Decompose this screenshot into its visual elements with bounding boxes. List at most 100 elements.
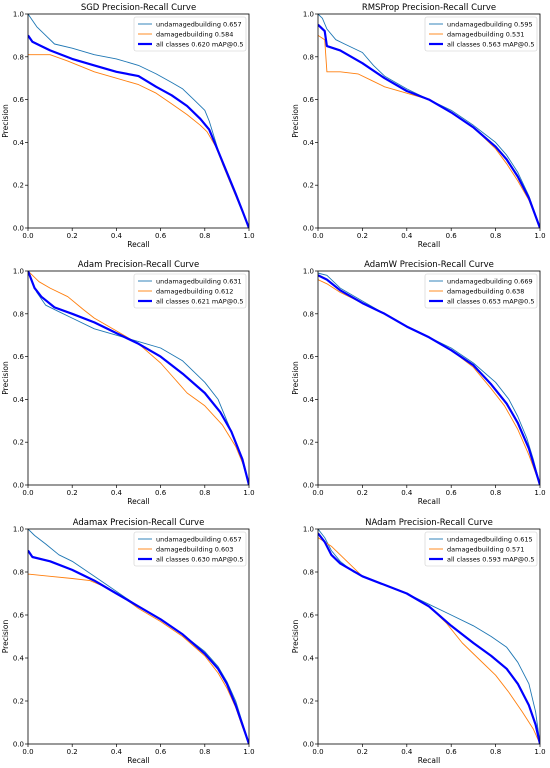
y-tick-label: 0.0: [13, 741, 24, 749]
x-tick-label: 0.4: [401, 232, 413, 240]
series-group: [318, 529, 540, 744]
x-tick-label: 0.6: [155, 748, 167, 756]
series-group: [28, 271, 249, 485]
legend-label: all classes 0.630 mAP@0.5: [156, 556, 243, 564]
y-tick-label: 0.6: [303, 612, 315, 620]
y-tick-label: 0.4: [13, 139, 25, 147]
x-tick-label: 0.2: [357, 489, 368, 497]
y-axis-label: Precision: [1, 104, 10, 138]
series-line-1: [318, 14, 540, 228]
y-tick-label: 0.4: [303, 139, 315, 147]
legend-box: [424, 16, 538, 52]
legend-label: damagedbuilding 0.584: [156, 31, 233, 39]
y-tick-label: 0.6: [13, 353, 25, 361]
x-tick-label: 1.0: [243, 232, 254, 240]
x-axis-label: Recall: [127, 497, 149, 506]
legend-label: undamagedbuilding 0.631: [156, 278, 242, 286]
x-tick-label: 0.0: [22, 489, 33, 497]
x-tick-label: 0.4: [401, 748, 413, 756]
series-line-3: [318, 23, 540, 228]
x-axis-label: Recall: [418, 240, 440, 249]
legend: undamagedbuilding 0.595 damagedbuilding 0…: [424, 16, 538, 52]
y-tick-label: 0.8: [303, 53, 314, 61]
x-tick-label: 1.0: [534, 748, 545, 756]
y-tick-label: 1.0: [303, 11, 314, 19]
series-line-1: [318, 272, 540, 485]
series-line-3: [318, 274, 540, 485]
x-tick-label: 0.8: [490, 748, 501, 756]
y-tick-label: 1.0: [13, 526, 24, 534]
legend-label: undamagedbuilding 0.657: [156, 21, 242, 29]
x-tick-label: 0.4: [111, 232, 123, 240]
plot-frame: [317, 270, 541, 486]
plot-frame: [317, 528, 541, 745]
chart-title: Adam Precision-Recall Curve: [78, 260, 199, 270]
x-tick-label: 1.0: [243, 489, 254, 497]
x-tick-label: 0.4: [111, 748, 123, 756]
y-tick-label: 0.0: [303, 482, 314, 490]
legend-label: all classes 0.563 mAP@0.5: [447, 41, 534, 49]
x-tick-label: 0.0: [312, 748, 323, 756]
y-tick-label: 0.6: [13, 612, 25, 620]
legend-label: damagedbuilding 0.603: [156, 546, 233, 554]
x-tick-label: 1.0: [243, 748, 254, 756]
series-line-3: [28, 271, 249, 485]
x-tick-label: 0.6: [446, 748, 458, 756]
x-tick-label: 1.0: [534, 489, 545, 497]
legend-label: all classes 0.621 mAP@0.5: [156, 298, 243, 306]
legend-label: damagedbuilding 0.638: [447, 288, 524, 296]
y-axis-label: Precision: [1, 620, 10, 654]
chart-panel-3: Adam Precision-Recall Curve 0.0 0.2 0.4 0.6 0…: [1, 260, 255, 506]
y-axis-label: Precision: [291, 361, 300, 395]
series-line-2: [318, 279, 540, 485]
y-tick-label: 0.6: [13, 96, 25, 104]
legend-box: [133, 531, 247, 567]
legend-label: all classes 0.620 mAP@0.5: [156, 41, 243, 49]
x-axis-label: Recall: [418, 756, 440, 765]
legend-label: all classes 0.593 mAP@0.5: [447, 556, 534, 564]
y-tick-label: 0.2: [303, 182, 314, 190]
series-line-2: [318, 537, 540, 744]
chart-title: Adamax Precision-Recall Curve: [73, 518, 205, 528]
y-tick-label: 0.0: [13, 225, 24, 233]
x-tick-label: 0.2: [357, 748, 368, 756]
chart-panel-4: AdamW Precision-Recall Curve 0.0 0.2 0.4 0.6…: [291, 260, 546, 506]
chart-title: NAdam Precision-Recall Curve: [365, 518, 493, 528]
x-tick-label: 0.8: [199, 489, 210, 497]
legend-label: undamagedbuilding 0.669: [447, 278, 533, 286]
x-tick-label: 0.8: [490, 232, 501, 240]
x-tick-label: 0.4: [401, 489, 413, 497]
chart-panel-5: Adamax Precision-Recall Curve 0.0 0.2 0.4 0.…: [1, 518, 255, 765]
y-tick-label: 0.2: [13, 182, 24, 190]
plot-frame: [27, 13, 250, 229]
y-tick-label: 1.0: [13, 11, 24, 19]
legend-label: damagedbuilding 0.531: [447, 31, 524, 39]
legend-label: damagedbuilding 0.571: [447, 546, 524, 554]
y-tick-label: 0.8: [13, 569, 24, 577]
y-tick-label: 0.2: [13, 698, 24, 706]
chart-title: AdamW Precision-Recall Curve: [364, 260, 494, 270]
y-tick-label: 1.0: [13, 268, 24, 276]
x-tick-label: 0.2: [67, 748, 78, 756]
chart-panel-6: NAdam Precision-Recall Curve 0.0 0.2 0.4 0.6…: [291, 518, 546, 765]
x-tick-label: 0.6: [155, 489, 167, 497]
legend-box: [424, 531, 538, 567]
y-tick-label: 0.8: [303, 310, 314, 318]
y-tick-label: 0.0: [303, 741, 314, 749]
y-tick-label: 0.8: [13, 53, 24, 61]
y-tick-label: 1.0: [303, 268, 314, 276]
series-group: [28, 14, 249, 228]
legend-label: all classes 0.653 mAP@0.5: [447, 298, 534, 306]
x-tick-label: 0.6: [446, 489, 458, 497]
y-tick-label: 0.0: [13, 482, 24, 490]
legend: undamagedbuilding 0.615 damagedbuilding 0…: [424, 531, 538, 567]
x-axis-label: Recall: [418, 497, 440, 506]
x-axis-label: Recall: [127, 756, 149, 765]
y-tick-label: 0.4: [303, 396, 315, 404]
legend-label: undamagedbuilding 0.657: [156, 536, 242, 544]
x-tick-label: 0.0: [22, 748, 33, 756]
legend-box: [133, 16, 247, 52]
y-axis-label: Precision: [1, 361, 10, 395]
y-tick-label: 0.6: [303, 96, 315, 104]
